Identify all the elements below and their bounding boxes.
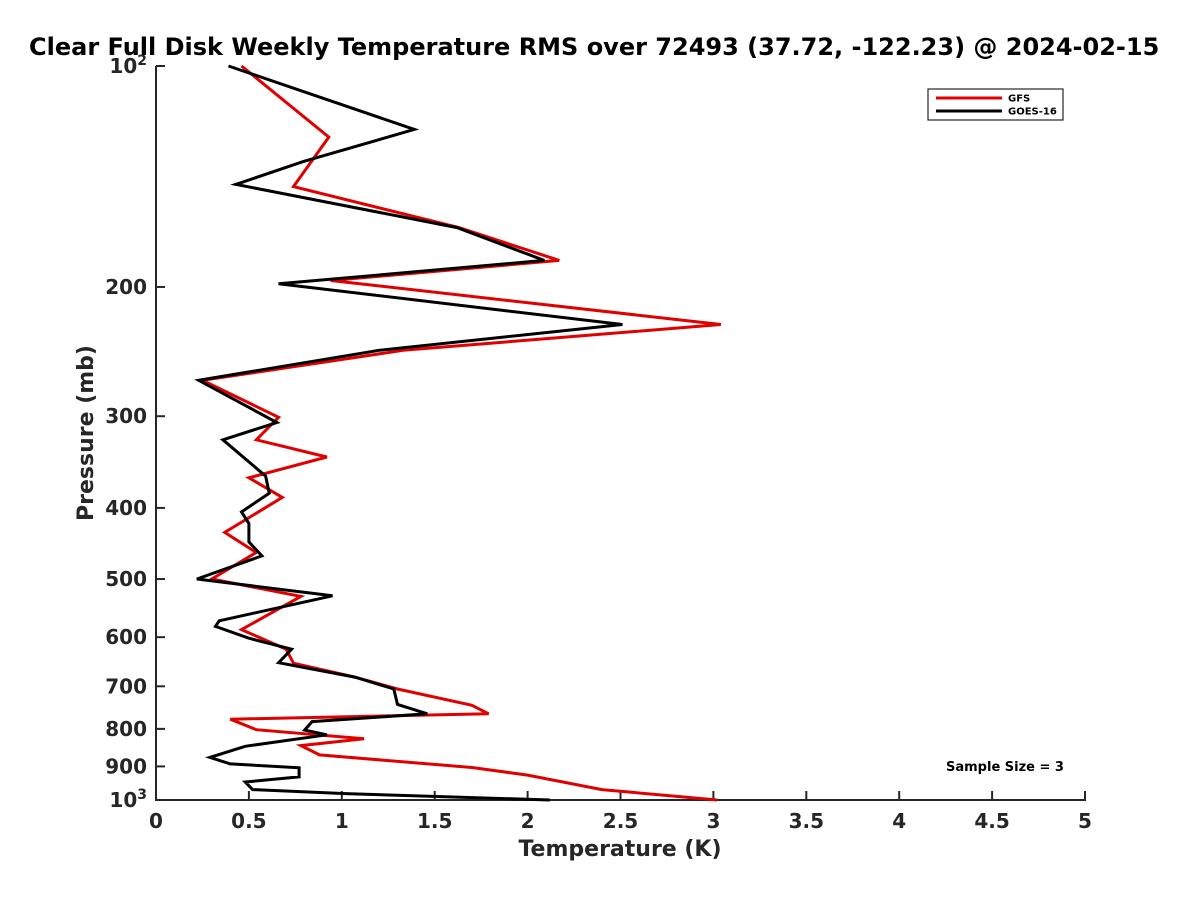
- y-tick-label: 500: [105, 567, 147, 591]
- y-axis-ticks: 102 200 300 400 500 600 700 800 900 103: [105, 53, 165, 812]
- y-tick-label: 103: [109, 787, 147, 812]
- x-tick-label: 1.5: [417, 809, 452, 833]
- x-axis-ticks: 0 0.5 1 1.5 2 2.5 3 3.5 4 4.5 5: [149, 791, 1092, 833]
- y-tick-label: 400: [105, 496, 147, 520]
- legend-label: GFS: [1008, 94, 1030, 105]
- series-lines: [194, 64, 721, 802]
- y-tick-label: 900: [105, 754, 147, 778]
- y-tick-label: 200: [105, 275, 147, 299]
- y-tick-label: 300: [105, 404, 147, 428]
- x-tick-label: 2.5: [603, 809, 638, 833]
- y-tick-label: 700: [105, 674, 147, 698]
- x-tick-label: 1: [335, 809, 349, 833]
- sample-size-annotation: Sample Size = 3: [946, 760, 1064, 775]
- x-tick-label: 0.5: [231, 809, 266, 833]
- legend-box: [927, 88, 1064, 121]
- x-tick-label: 4.5: [974, 809, 1009, 833]
- chart-title: Clear Full Disk Weekly Temperature RMS o…: [29, 33, 1159, 61]
- x-tick-label: 3.5: [789, 809, 824, 833]
- y-tick-label: 600: [105, 625, 147, 649]
- legend: GFS GOES-16: [927, 88, 1064, 121]
- series-line-goes-16: [194, 64, 623, 802]
- y-tick-label: 102: [109, 53, 147, 78]
- x-tick-label: 3: [706, 809, 720, 833]
- x-tick-label: 4: [892, 809, 906, 833]
- x-axis-label: Temperature (K): [518, 837, 721, 862]
- y-axis-label: Pressure (mb): [74, 345, 99, 521]
- x-tick-label: 5: [1078, 809, 1092, 833]
- series-line-gfs: [197, 64, 721, 802]
- x-tick-label: 0: [149, 809, 163, 833]
- y-tick-label: 800: [105, 717, 147, 741]
- legend-label: GOES-16: [1008, 107, 1057, 118]
- x-tick-label: 2: [521, 809, 535, 833]
- plot-area: 0 0.5 1 1.5 2 2.5 3 3.5 4 4.5 5 102 200 300 400 500 600…: [105, 53, 1092, 833]
